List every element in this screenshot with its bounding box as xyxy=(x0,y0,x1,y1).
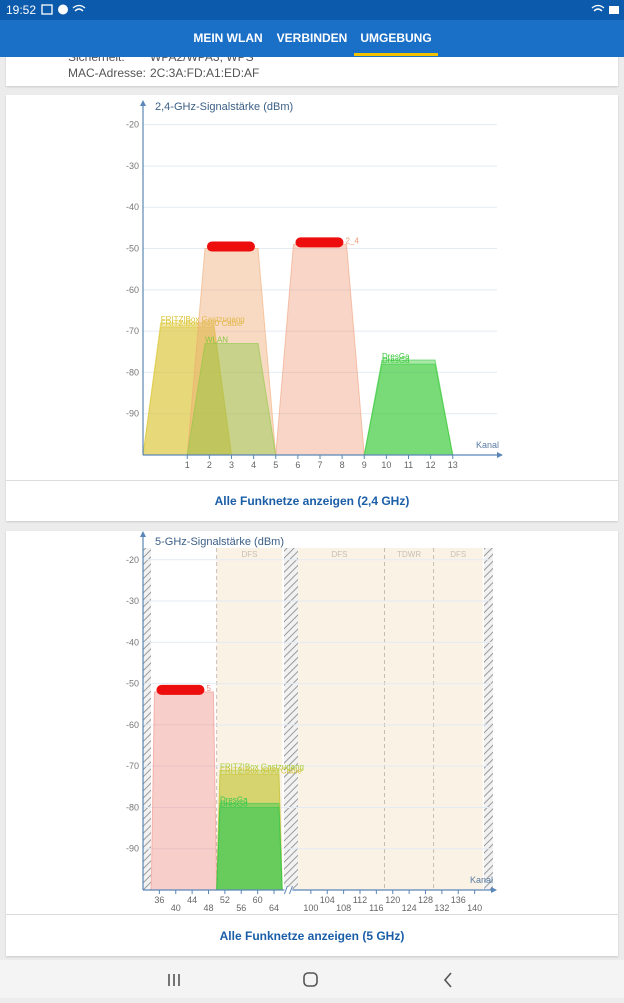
back-button[interactable] xyxy=(443,972,452,988)
status-bar: 19:52 xyxy=(0,0,624,20)
clock: 19:52 xyxy=(6,3,37,17)
tab-bar: MEIN WLAN VERBINDEN UMGEBUNG xyxy=(0,20,624,57)
tab-indicator xyxy=(354,53,438,56)
nav-bar xyxy=(0,960,624,998)
system-icons xyxy=(591,4,619,14)
tab[interactable]: MEIN WLAN xyxy=(193,31,263,45)
chart-card: Alle Funknetze anzeigen (2,4 GHz) xyxy=(6,95,618,521)
tab[interactable]: UMGEBUNG xyxy=(360,31,432,45)
status-icons xyxy=(41,4,86,15)
show-all-button[interactable]: Alle Funknetze anzeigen (2,4 GHz) xyxy=(214,494,410,508)
tab[interactable]: VERBINDEN xyxy=(276,31,348,45)
show-all-button[interactable]: Alle Funknetze anzeigen (5 GHz) xyxy=(219,929,405,943)
home-button[interactable] xyxy=(303,972,318,987)
nav-icons xyxy=(168,972,452,988)
divider xyxy=(6,914,618,915)
info-value: 2C:3A:FD:A1:ED:AF xyxy=(150,66,260,80)
info-label: MAC-Adresse: xyxy=(68,66,147,80)
chart-card: Alle Funknetze anzeigen (5 GHz) xyxy=(6,531,618,956)
divider xyxy=(6,480,618,481)
recents-button[interactable] xyxy=(168,974,180,986)
